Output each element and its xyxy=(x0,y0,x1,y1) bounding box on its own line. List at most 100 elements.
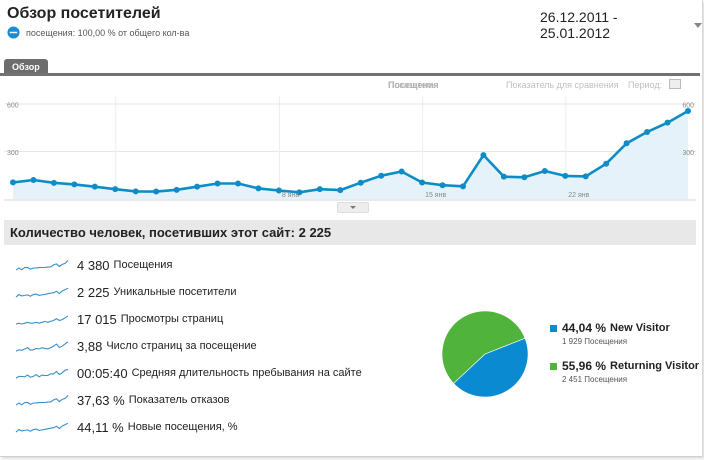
date-range-picker[interactable]: 26.12.2011 - 25.01.2012 xyxy=(540,9,702,41)
chart-point[interactable] xyxy=(132,188,139,195)
chart-point[interactable] xyxy=(91,183,98,190)
chart-point[interactable] xyxy=(214,180,221,187)
sparkline-line xyxy=(15,287,69,298)
chart-point[interactable] xyxy=(173,186,180,193)
chart-labels: 300 300 600 600 8 янв 15 янв 22 янв xyxy=(7,103,694,200)
metric-label[interactable]: Число страниц за посещение xyxy=(106,340,257,352)
sparkline-icon xyxy=(15,315,69,325)
visitor-type-pie-chart[interactable] xyxy=(440,309,530,399)
period-label: Период: xyxy=(628,80,663,90)
metric-value: 00:05:40 xyxy=(77,365,128,381)
summary-bar: Количество человек, посетивших этот сайт… xyxy=(4,220,696,245)
chart-point[interactable] xyxy=(562,172,569,179)
chart-point[interactable] xyxy=(582,173,589,180)
sparkline-icon xyxy=(15,422,69,433)
segment-pie-icon[interactable] xyxy=(7,26,20,39)
chart-point[interactable] xyxy=(603,160,610,167)
chart-point[interactable] xyxy=(664,119,671,126)
chart-point[interactable] xyxy=(685,107,691,114)
metric-row-visits[interactable]: 4 380 Посещения xyxy=(14,255,172,275)
legend-visits: 1 929 Посещения xyxy=(562,337,628,346)
y-tick-label-left: 300 xyxy=(7,150,19,157)
compare-metric-link[interactable]: Показатель для сравнения xyxy=(506,80,619,90)
pie-slice-new-visitor[interactable] xyxy=(453,337,529,398)
chart-point[interactable] xyxy=(296,189,303,196)
sparkline-line xyxy=(15,315,69,325)
sparkline-line xyxy=(15,394,69,406)
chart-point[interactable] xyxy=(439,182,446,189)
page-title: Обзор посетителей xyxy=(7,5,161,22)
sparkline-line xyxy=(15,341,69,352)
metric-value: 44,11 % xyxy=(77,419,124,435)
chart-point[interactable] xyxy=(153,188,160,195)
legend-percent: 44,04 % xyxy=(562,321,607,335)
y-tick-label-left: 600 xyxy=(7,103,19,110)
legend-new-visitor[interactable]: 44,04 % New Visitor 1 929 Посещения xyxy=(550,321,670,346)
chart-point[interactable] xyxy=(30,177,37,183)
metric-label[interactable]: Посещения xyxy=(113,259,173,271)
chart-point[interactable] xyxy=(623,140,630,147)
metric-value: 2 225 xyxy=(77,284,110,300)
sparkline-icon xyxy=(15,394,69,406)
chart-point[interactable] xyxy=(71,181,78,188)
visits-chart[interactable]: 300 300 600 600 8 янв 15 янв 22 янв xyxy=(0,92,700,204)
chart-point[interactable] xyxy=(50,179,57,186)
chart-point[interactable] xyxy=(541,167,548,174)
metric-label[interactable]: Показатель отказов xyxy=(128,394,230,406)
metric-label[interactable]: Уникальные посетители xyxy=(113,286,237,298)
segment-info: посещения: 100,00 % от общего кол-ва xyxy=(7,26,189,39)
chart-point[interactable] xyxy=(398,168,405,175)
chart-point[interactable] xyxy=(500,173,507,180)
metric-row-pageviews[interactable]: 17 015 Просмотры страниц xyxy=(14,309,223,329)
chart-point[interactable] xyxy=(10,179,16,186)
x-tick-label: 15 янв xyxy=(425,192,446,199)
metric-value: 37,63 % xyxy=(77,392,125,408)
metric-label[interactable]: Новые посещения, % xyxy=(127,421,238,433)
metric-label[interactable]: Средняя длительность пребывания на сайте xyxy=(131,367,362,379)
sparkline-icon xyxy=(15,341,69,352)
metric-row-bounce-rate[interactable]: 37,63 % Показатель отказов xyxy=(14,390,229,410)
metric-row-avg-duration[interactable]: 00:05:40 Средняя длительность пребывания… xyxy=(14,363,362,383)
date-range-text: 26.12.2011 - 25.01.2012 xyxy=(540,9,618,41)
chart-point[interactable] xyxy=(521,174,528,181)
chart-point[interactable] xyxy=(419,179,426,186)
sparkline-icon xyxy=(15,259,69,271)
x-tick-label: 22 янв xyxy=(568,192,589,199)
chart-point[interactable] xyxy=(378,172,385,179)
sparkline-line xyxy=(15,369,69,379)
tab-overview[interactable]: Обзор xyxy=(4,59,48,75)
x-tick-label: 8 янв xyxy=(282,192,299,199)
sparkline-line xyxy=(15,259,69,271)
legend-visits: 2 451 Посещения xyxy=(562,375,628,384)
chart-point[interactable] xyxy=(357,179,364,186)
chart-point[interactable] xyxy=(460,183,466,190)
calendar-icon[interactable] xyxy=(669,79,681,89)
metric-row-new-visits[interactable]: 44,11 % Новые посещения, % xyxy=(14,417,238,437)
metric-value: 17 015 xyxy=(77,311,117,327)
chart-point[interactable] xyxy=(316,186,323,193)
legend-swatch xyxy=(550,324,557,332)
segment-label: посещения: 100,00 % от общего кол-ва xyxy=(26,27,190,38)
legend-percent: 55,96 % xyxy=(562,359,607,373)
chart-point[interactable] xyxy=(275,187,282,194)
sparkline-icon xyxy=(15,287,69,298)
chart-point[interactable] xyxy=(194,183,201,190)
metric-row-unique-visitors[interactable]: 2 225 Уникальные посетители xyxy=(14,282,236,302)
chart-point[interactable] xyxy=(112,186,119,193)
visits-series-line xyxy=(12,109,689,194)
chevron-down-icon xyxy=(694,22,702,28)
pie-slice-returning-visitor[interactable] xyxy=(441,310,526,384)
metric-value: 4 380 xyxy=(77,257,110,273)
metric-row-pages-per-visit[interactable]: 3,88 Число страниц за посещение xyxy=(14,336,257,356)
chart-point[interactable] xyxy=(235,180,241,187)
legend-swatch xyxy=(550,362,557,370)
metric-value: 3,88 xyxy=(77,338,103,354)
chart-point[interactable] xyxy=(644,129,651,136)
chart-resize-handle[interactable] xyxy=(337,202,369,213)
metric-label[interactable]: Просмотры страниц xyxy=(120,313,224,325)
y-tick-label-right: 600 xyxy=(682,103,694,110)
legend-returning-visitor[interactable]: 55,96 % Returning Visitor 2 451 Посещени… xyxy=(550,359,699,384)
chart-point[interactable] xyxy=(255,185,262,192)
chart-point[interactable] xyxy=(480,152,487,159)
chart-point[interactable] xyxy=(337,187,344,194)
